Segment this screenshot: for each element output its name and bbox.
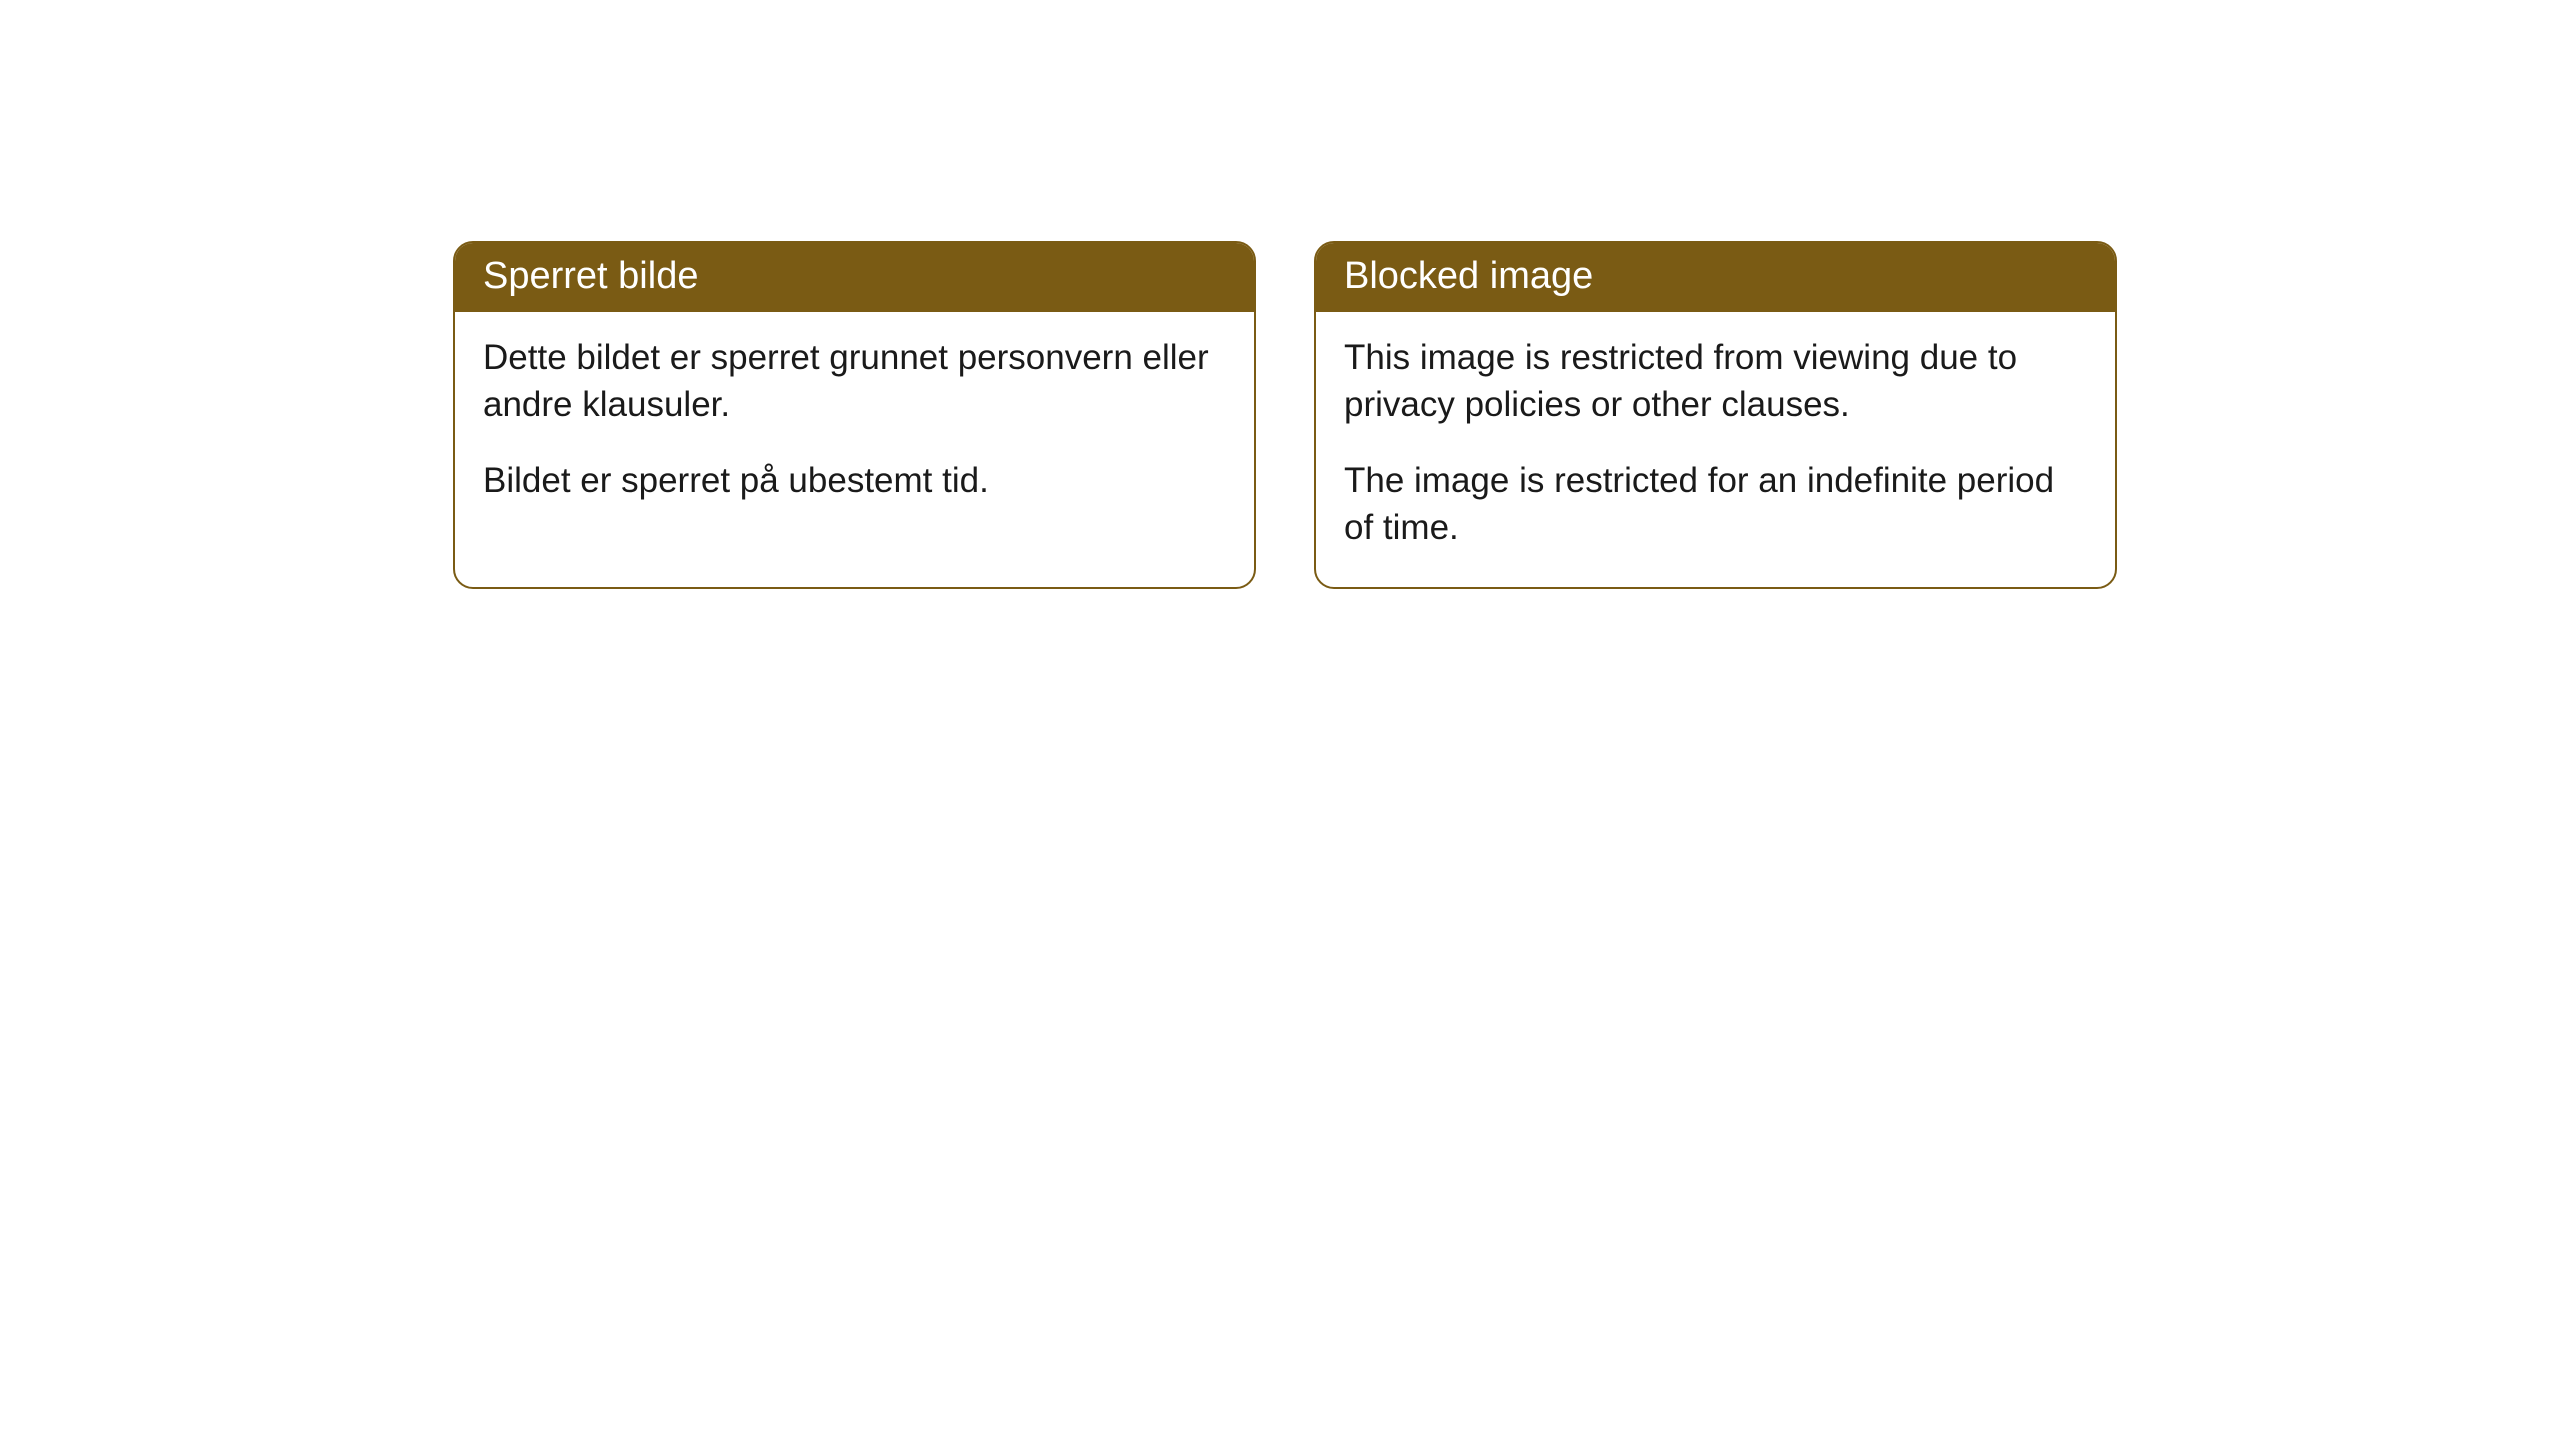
card-header: Blocked image <box>1316 243 2115 312</box>
card-body: This image is restricted from viewing du… <box>1316 312 2115 587</box>
card-body: Dette bildet er sperret grunnet personve… <box>455 312 1254 540</box>
card-paragraph: This image is restricted from viewing du… <box>1344 334 2087 429</box>
card-header: Sperret bilde <box>455 243 1254 312</box>
cards-container: Sperret bilde Dette bildet er sperret gr… <box>0 0 2560 589</box>
card-paragraph: Dette bildet er sperret grunnet personve… <box>483 334 1226 429</box>
card-paragraph: The image is restricted for an indefinit… <box>1344 457 2087 552</box>
blocked-image-card-norwegian: Sperret bilde Dette bildet er sperret gr… <box>453 241 1256 589</box>
blocked-image-card-english: Blocked image This image is restricted f… <box>1314 241 2117 589</box>
card-paragraph: Bildet er sperret på ubestemt tid. <box>483 457 1226 504</box>
